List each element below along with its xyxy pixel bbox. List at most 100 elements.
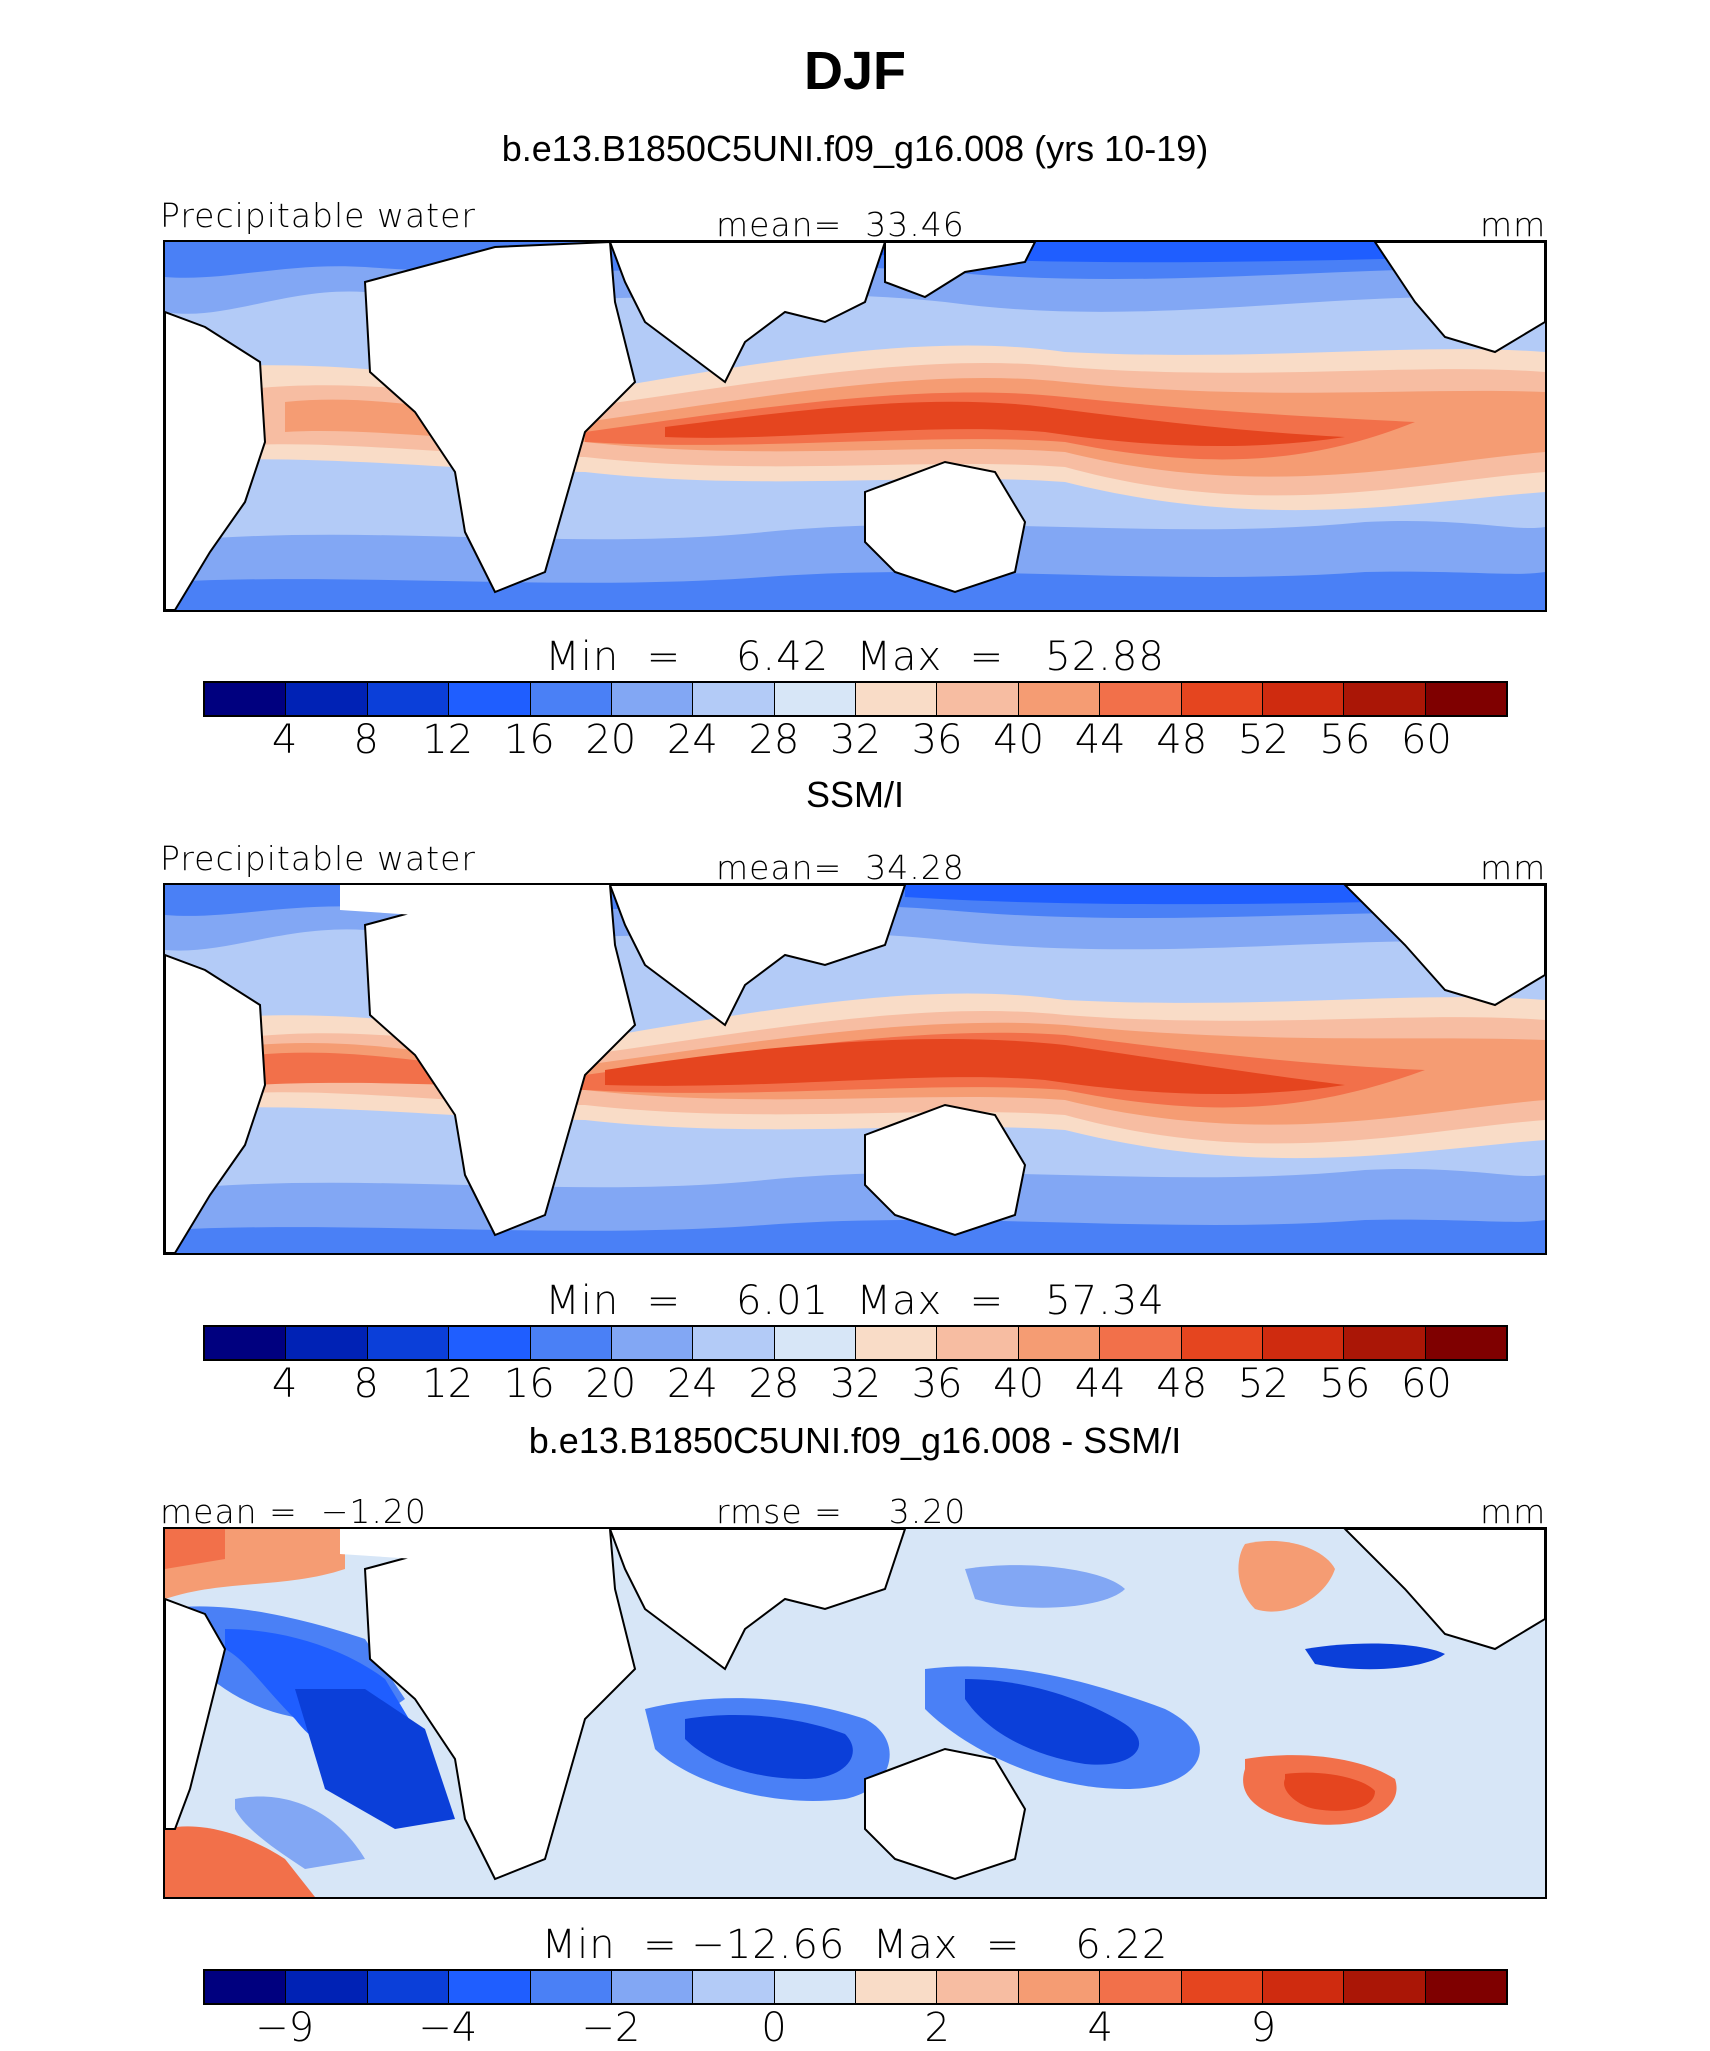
colorbar-tick-label: 56 — [1319, 717, 1371, 763]
panel-3-field — [165, 1529, 1545, 1897]
panel-1-map — [163, 240, 1547, 612]
colorbar-tick-label: 24 — [666, 1361, 718, 1407]
colorbar-swatch — [530, 683, 612, 715]
colorbar-tick-label: 28 — [748, 717, 800, 763]
colorbar-tick-label: 60 — [1400, 717, 1452, 763]
colorbar-swatch — [367, 1327, 450, 1359]
colorbar-swatch — [937, 1971, 1019, 2003]
colorbar-tick-label: 0 — [761, 2005, 787, 2051]
colorbar-tick-label: 12 — [422, 717, 474, 763]
colorbar-tick-label: 8 — [353, 1361, 379, 1407]
colorbar-swatch — [693, 1971, 775, 2003]
panel-3-units-label: mm — [1480, 1492, 1547, 1531]
colorbar-swatch — [774, 1971, 856, 2003]
figure-title: DJF — [803, 41, 906, 101]
colorbar-swatch — [1181, 1327, 1263, 1359]
panel-3-title: b.e13.B1850C5UNI.f09_g16.008 - SSM/I — [528, 1420, 1182, 1461]
colorbar-swatch — [611, 1327, 694, 1359]
colorbar-tick-label: 2 — [924, 2005, 950, 2051]
colorbar-swatch — [1344, 683, 1426, 715]
colorbar-swatch — [205, 1971, 287, 2003]
colorbar-tick-label: 4 — [1087, 2005, 1113, 2051]
colorbar-tick-label: 48 — [1156, 1361, 1208, 1407]
panel-1-variable-label: Precipitable water — [160, 196, 476, 235]
colorbar-tick-label: 28 — [748, 1361, 800, 1407]
panel-1-units-label: mm — [1480, 205, 1547, 244]
colorbar-tick-label: 20 — [585, 1361, 637, 1407]
panel-2-field — [165, 885, 1545, 1253]
colorbar-swatch — [1018, 1971, 1101, 2003]
colorbar-swatch — [530, 1971, 612, 2003]
colorbar-tick-label: 36 — [911, 1361, 963, 1407]
colorbar-swatch — [1018, 683, 1101, 715]
colorbar-swatch — [449, 683, 531, 715]
colorbar-tick-label: −2 — [581, 2005, 641, 2051]
panel-2-map — [163, 883, 1547, 1255]
colorbar-swatch — [205, 1327, 287, 1359]
colorbar-swatch — [611, 683, 694, 715]
colorbar-swatch — [205, 683, 287, 715]
panel-2-minmax: Min = 6.01 Max = 57.34 — [545, 1278, 1165, 1324]
colorbar-swatch — [693, 683, 775, 715]
colorbar-tick-label: 16 — [503, 717, 555, 763]
colorbar-tick-label: 4 — [271, 717, 298, 763]
colorbar-swatch — [856, 1327, 938, 1359]
colorbar-tick-label: 24 — [666, 717, 718, 763]
panel-1-title: b.e13.B1850C5UNI.f09_g16.008 (yrs 10-19) — [501, 128, 1209, 169]
colorbar-swatch — [774, 683, 856, 715]
panel-3-colorbar — [203, 1969, 1508, 2005]
colorbar-swatch — [1100, 1971, 1182, 2003]
colorbar-swatch — [1100, 683, 1182, 715]
colorbar-swatch — [367, 1971, 450, 2003]
colorbar-swatch — [530, 1327, 612, 1359]
panel-2-title: SSM/I — [805, 774, 904, 815]
colorbar-tick-label: 44 — [1074, 1361, 1126, 1407]
colorbar-tick-label: 32 — [830, 717, 881, 763]
colorbar-swatch — [937, 1327, 1019, 1359]
colorbar-tick-label: 40 — [993, 1361, 1045, 1407]
panel-2-units-label: mm — [1480, 848, 1547, 887]
panel-2-variable-label: Precipitable water — [160, 839, 476, 878]
panel-3-map — [163, 1527, 1547, 1899]
colorbar-tick-label: 12 — [422, 1361, 474, 1407]
colorbar-swatch — [1262, 1327, 1345, 1359]
panel-3-minmax: Min = −12.66 Max = 6.22 — [541, 1922, 1169, 1968]
colorbar-swatch — [1344, 1327, 1426, 1359]
colorbar-swatch — [1425, 1327, 1506, 1359]
colorbar-swatch — [1181, 1971, 1263, 2003]
colorbar-swatch — [1344, 1971, 1426, 2003]
colorbar-tick-label: 52 — [1237, 1361, 1289, 1407]
panel-3-mean-label: mean = −1.20 — [160, 1492, 427, 1531]
colorbar-swatch — [449, 1327, 531, 1359]
colorbar-swatch — [1262, 683, 1345, 715]
colorbar-tick-label: 60 — [1400, 1361, 1452, 1407]
panel-1-colorbar — [203, 681, 1508, 717]
colorbar-swatch — [693, 1327, 775, 1359]
colorbar-swatch — [286, 1971, 368, 2003]
colorbar-tick-label: 40 — [993, 717, 1045, 763]
colorbar-swatch — [449, 1971, 531, 2003]
colorbar-swatch — [1425, 1971, 1506, 2003]
colorbar-swatch — [286, 683, 368, 715]
colorbar-swatch — [774, 1327, 856, 1359]
colorbar-swatch — [1425, 683, 1506, 715]
colorbar-swatch — [1262, 1971, 1345, 2003]
colorbar-tick-label: 36 — [911, 717, 963, 763]
colorbar-swatch — [611, 1971, 694, 2003]
colorbar-tick-label: 16 — [503, 1361, 555, 1407]
colorbar-swatch — [1181, 683, 1263, 715]
colorbar-tick-label: 44 — [1074, 717, 1126, 763]
colorbar-swatch — [856, 683, 938, 715]
colorbar-tick-label: 4 — [271, 1361, 298, 1407]
colorbar-swatch — [937, 683, 1019, 715]
colorbar-tick-label: 32 — [830, 1361, 881, 1407]
colorbar-tick-label: 52 — [1237, 717, 1289, 763]
colorbar-swatch — [367, 683, 450, 715]
colorbar-swatch — [1018, 1327, 1101, 1359]
panel-2-mean-label: mean= 34.28 — [716, 848, 965, 887]
colorbar-swatch — [856, 1971, 938, 2003]
colorbar-tick-label: 20 — [585, 717, 637, 763]
panel-2-colorbar — [203, 1325, 1508, 1361]
colorbar-tick-label: 8 — [353, 717, 379, 763]
panel-3-rmse-label: rmse = 3.20 — [716, 1492, 967, 1531]
